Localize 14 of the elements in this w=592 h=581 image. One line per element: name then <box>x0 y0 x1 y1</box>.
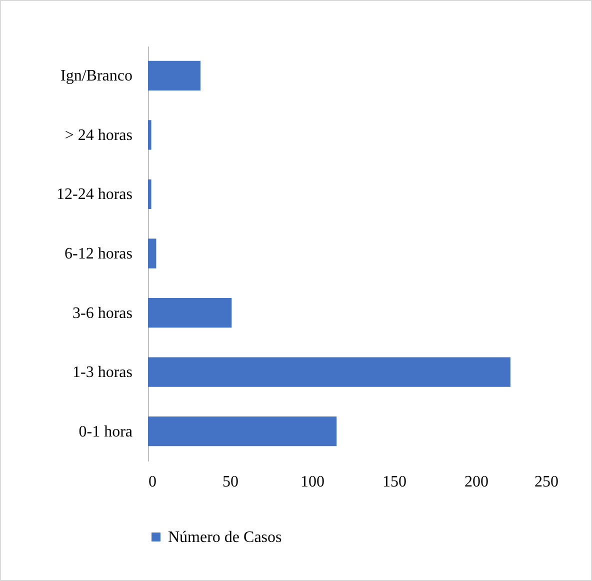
x-tick-label: 0 <box>148 474 156 490</box>
y-tick-label: 0-1 hora <box>78 423 132 440</box>
x-tick-label: 200 <box>464 474 488 490</box>
y-tick-label: 12-24 horas <box>56 186 132 204</box>
x-tick-label: 150 <box>382 474 406 490</box>
y-tick-label: Ign/Branco <box>60 68 132 85</box>
y-tick-label: 6-12 horas <box>64 246 132 262</box>
y-tick-label: > 24 horas <box>64 126 132 144</box>
legend-label: Número de Casos <box>168 529 282 546</box>
x-tick-label: 100 <box>300 474 324 490</box>
x-tick-label: 250 <box>534 474 558 490</box>
x-tick-label: 50 <box>222 474 238 490</box>
y-tick-label: 3-6 horas <box>72 304 132 322</box>
y-tick-label: 1-3 horas <box>72 364 132 382</box>
